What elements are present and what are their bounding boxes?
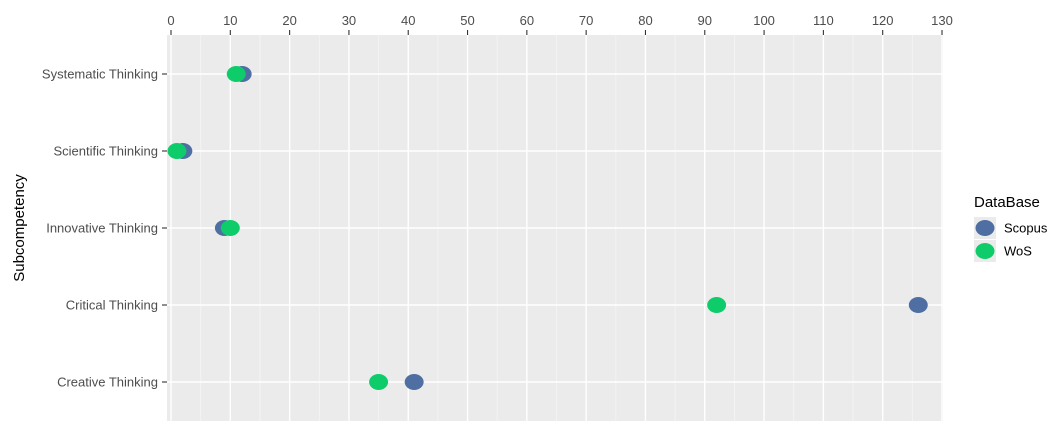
x-tick-label: 60 (520, 13, 534, 28)
x-tick-label: 20 (282, 13, 296, 28)
x-tick-label: 0 (167, 13, 174, 28)
wos-point (220, 220, 240, 236)
category-label: Scientific Thinking (53, 144, 158, 159)
legend-label-scopus: Scopus (1004, 221, 1048, 236)
category-label: Creative Thinking (57, 375, 158, 390)
scopus-point (404, 374, 424, 390)
legend-key-scopus-dot (975, 220, 995, 236)
x-axis: 0 10 20 30 40 50 60 70 80 90 100 110 120 130 (167, 13, 953, 35)
x-tick-label: 70 (579, 13, 593, 28)
scopus-point (908, 297, 928, 313)
x-tick-label: 10 (223, 13, 237, 28)
legend: DataBase Scopus WoS (974, 194, 1048, 262)
y-axis-title: Subcompetency (11, 174, 28, 282)
legend-label-wos: WoS (1004, 244, 1032, 259)
x-tick-label: 80 (638, 13, 652, 28)
category-label: Innovative Thinking (46, 221, 158, 236)
points (167, 66, 928, 390)
category-label: Critical Thinking (66, 298, 158, 313)
category-label: Systematic Thinking (42, 67, 158, 82)
x-tick-label: 30 (342, 13, 356, 28)
wos-point (707, 297, 727, 313)
x-tick-label: 40 (401, 13, 415, 28)
legend-title: DataBase (974, 194, 1040, 211)
x-tick-label: 130 (931, 13, 953, 28)
y-axis: Systematic Thinking Scientific Thinking In… (42, 67, 167, 390)
x-tick-label: 110 (813, 13, 834, 28)
x-tick-label: 120 (872, 13, 894, 28)
x-tick-label: 90 (698, 13, 712, 28)
legend-key-wos-dot (975, 243, 995, 259)
wos-point (369, 374, 389, 390)
x-tick-label: 50 (460, 13, 474, 28)
wos-point (167, 143, 187, 159)
x-tick-label: 100 (753, 13, 775, 28)
wos-point (226, 66, 246, 82)
